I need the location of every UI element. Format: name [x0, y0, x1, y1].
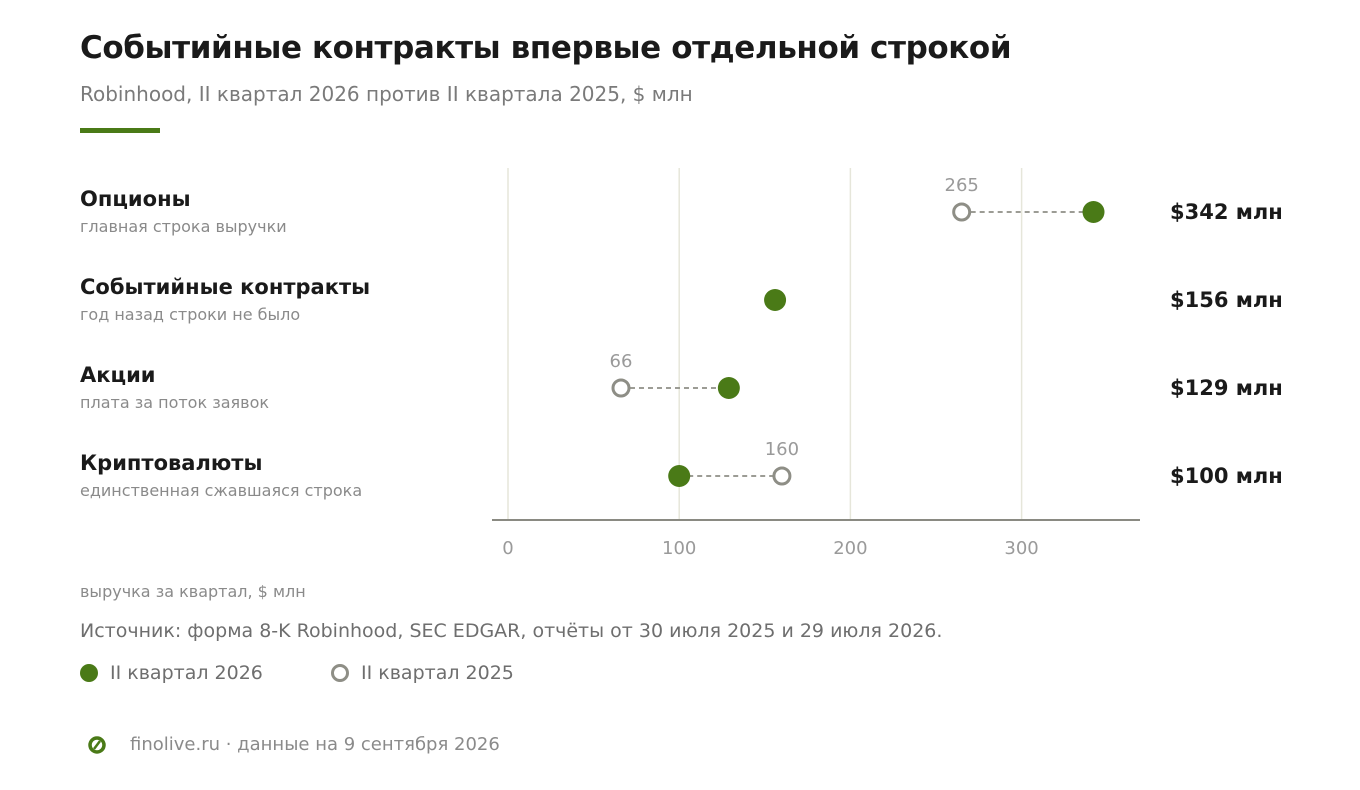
legend-item-current: II квартал 2026 — [80, 662, 263, 684]
legend-label-current: II квартал 2026 — [110, 662, 263, 684]
legend-label-prior: II квартал 2025 — [361, 662, 514, 684]
hollow-dot-icon — [331, 664, 349, 682]
prior-year-point — [772, 466, 792, 486]
source-note: Источник: форма 8-K Robinhood, SEC EDGAR… — [80, 620, 943, 642]
footer-text: finolive.ru · данные на 9 сентября 2026 — [130, 734, 500, 755]
row-note: плата за поток заявок — [80, 393, 270, 412]
row-note: единственная сжавшаяся строка — [80, 481, 363, 500]
prior-year-point — [952, 202, 972, 222]
row-note: год назад строки не было — [80, 305, 301, 324]
row-name: Опционы — [80, 187, 191, 211]
accent-rule — [80, 128, 160, 133]
current-year-point — [668, 465, 691, 487]
x-tick-label: 300 — [1004, 538, 1038, 559]
current-year-point — [717, 377, 740, 399]
x-tick-label: 0 — [502, 538, 513, 559]
row-label: Акции плата за поток заявок — [80, 361, 269, 414]
prior-year-label: 160 — [765, 439, 799, 460]
x-tick-label: 200 — [833, 538, 867, 559]
row-name: Событийные контракты — [80, 275, 371, 299]
legend-item-prior: II квартал 2025 — [331, 662, 514, 684]
prior-year-point — [611, 378, 631, 398]
prior-year-label: 265 — [945, 175, 979, 196]
current-year-point — [764, 289, 787, 311]
row-name: Криптовалюты — [80, 451, 263, 475]
finolive-logo-icon — [88, 735, 106, 754]
value-label: $129 млн — [1170, 376, 1283, 400]
filled-dot-icon — [80, 664, 98, 682]
current-year-point — [1082, 201, 1105, 223]
x-axis-label: выручка за квартал, $ млн — [80, 582, 306, 601]
page-subtitle: Robinhood, II квартал 2026 против II ква… — [80, 82, 693, 106]
footer: finolive.ru · данные на 9 сентября 2026 — [88, 734, 500, 755]
row-note: главная строка выручки — [80, 217, 287, 236]
row-label: Криптовалюты единственная сжавшаяся строк… — [80, 449, 362, 502]
value-label: $100 млн — [1170, 464, 1283, 488]
value-label: $156 млн — [1170, 288, 1283, 312]
legend: II квартал 2026 II квартал 2025 — [80, 662, 680, 688]
prior-year-label: 66 — [610, 351, 633, 372]
value-label: $342 млн — [1170, 200, 1283, 224]
row-label: Опционы главная строка выручки — [80, 185, 287, 238]
row-label: Событийные контракты год назад строки не … — [80, 273, 370, 326]
row-name: Акции — [80, 363, 156, 387]
page-title: Событийные контракты впервые отдельной с… — [80, 30, 1012, 66]
x-tick-label: 100 — [662, 538, 696, 559]
